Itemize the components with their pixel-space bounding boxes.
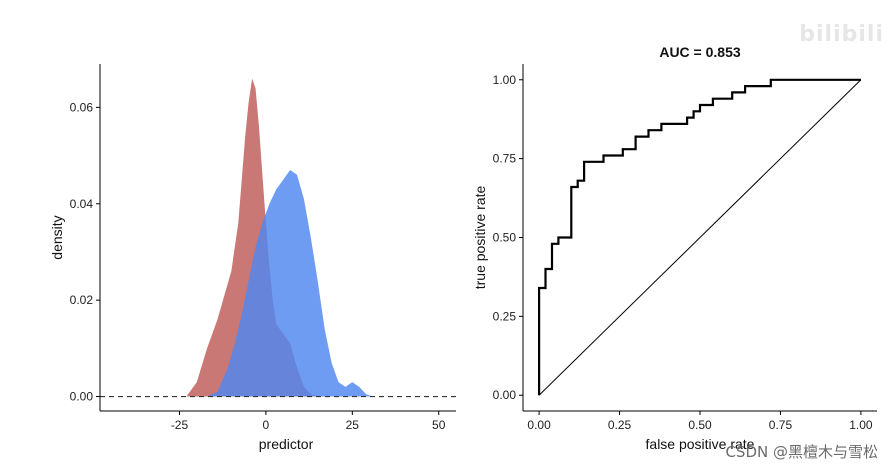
y-tick-label: 0.06 [70,100,94,114]
y-axis-label: density [49,215,65,259]
density-area-series-1 [186,78,318,397]
y-tick-label: 0.02 [70,293,94,307]
roc-y-tick-label: 0.00 [493,388,517,402]
x-axis-label: predictor [259,436,314,452]
roc-curve [538,78,861,396]
y-tick-label: 0.00 [70,390,94,404]
diagonal-reference-line [538,79,862,396]
roc-x-tick-label: 0.00 [527,418,551,432]
x-tick-label: 0 [263,418,270,432]
x-tick-label: 50 [432,418,446,432]
roc-x-tick-label: 1.00 [849,418,873,432]
roc-x-tick-label: 0.50 [688,418,712,432]
roc-y-tick-label: 1.00 [493,73,517,87]
roc-y-axis-label: true positive rate [472,186,488,290]
roc-x-tick-label: 0.25 [608,418,632,432]
density-area-series-2 [207,170,374,397]
bilibili-watermark: bilibili [799,22,884,47]
roc-x-axis-label: false positive rate [646,436,755,452]
roc-y-tick-label: 0.50 [493,231,517,245]
y-tick-label: 0.04 [70,197,94,211]
x-tick-label: 25 [346,418,360,432]
x-tick-label: -25 [171,418,189,432]
roc-title: AUC = 0.853 [659,44,741,60]
roc-x-tick-label: 0.75 [769,418,793,432]
roc-y-tick-label: 0.75 [493,152,517,166]
csdn-watermark: CSDN @黑檀木与雪松 [725,443,878,461]
roc-y-tick-label: 0.25 [493,309,517,323]
